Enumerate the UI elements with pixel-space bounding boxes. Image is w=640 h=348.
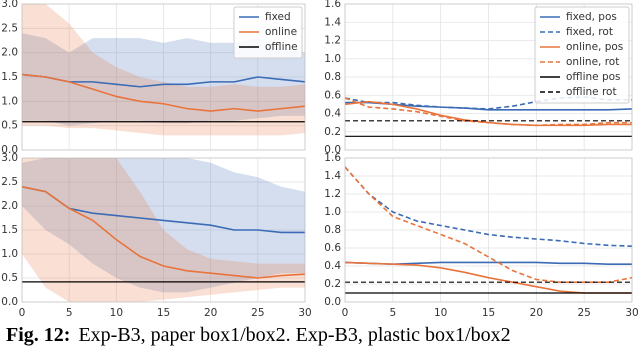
y-tick-label: 2.5	[1, 22, 18, 34]
y-tick-label: 0.8	[324, 224, 341, 236]
plot-frame	[21, 3, 306, 151]
plot-area	[345, 166, 632, 294]
y-tick-label: 0.0	[324, 144, 341, 156]
caption-text: Exp-B3, paper box1/box2. Exp-B3, plastic…	[78, 324, 510, 346]
y-tick-label: 1.0	[324, 53, 341, 65]
caption-label: Fig. 12:	[6, 324, 70, 346]
y-tick-label: 0.5	[1, 272, 18, 284]
y-tick-label: 3.0	[1, 0, 18, 10]
legend-label: online	[265, 26, 297, 38]
legend-label: fixed, rot	[566, 26, 613, 38]
x-tick-label: 5	[389, 307, 396, 319]
x-tick-label: 5	[66, 307, 73, 319]
y-tick-label: 3.0	[1, 152, 18, 164]
series-line	[22, 186, 305, 279]
x-tick-label: 10	[434, 307, 447, 319]
legend-box	[233, 6, 303, 59]
confidence-band	[22, 158, 305, 302]
x-tick-label: 15	[157, 307, 170, 319]
y-tick-label: 1.6	[324, 0, 341, 10]
y-tick-label: 1.4	[324, 16, 341, 28]
y-tick-label: 0.2	[324, 278, 341, 290]
y-tick-label: 0.0	[324, 296, 341, 308]
plot-area	[22, 158, 305, 302]
legend-box	[534, 6, 630, 104]
x-tick-label: 25	[251, 307, 264, 319]
x-tick-label: 0	[342, 307, 349, 319]
legend-label: fixed	[265, 11, 291, 23]
subplot: 0.0 0.5 1.0 1.5 2.0 2.5 3.0 fixed online offline	[1, 0, 306, 156]
y-tick-label: 1.2	[324, 35, 341, 47]
y-tick-label: 1.0	[324, 206, 341, 218]
legend: fixed, pos fixed, rot online, pos online, r…	[534, 6, 630, 104]
legend-label: fixed, pos	[566, 11, 617, 23]
series-line	[345, 97, 632, 127]
subplot: 0.0 0.2 0.4 0.6 0.8 1.0 1.2 1.4 1.6 0 5 10 15 20 25 30	[324, 152, 638, 319]
legend-label: offline rot	[566, 86, 617, 98]
y-tick-label: 0.5	[1, 120, 18, 132]
y-tick-label: 1.2	[324, 188, 341, 200]
y-tick-label: 0.6	[324, 242, 341, 254]
x-tick-label: 20	[204, 307, 217, 319]
y-tick-label: 1.0	[1, 248, 18, 260]
y-tick-label: 1.0	[1, 95, 18, 107]
subplot: 0.0 0.5 1.0 1.5 2.0 2.5 3.0 0 5 10 15 20 25 30	[1, 152, 311, 319]
plot-frame	[344, 3, 633, 151]
y-tick-label: 0.0	[1, 296, 18, 308]
x-tick-label: 30	[298, 307, 311, 319]
x-tick-label: 10	[110, 307, 123, 319]
legend: fixed online offline	[233, 6, 303, 59]
x-tick-label: 25	[577, 307, 590, 319]
y-tick-label: 1.4	[324, 170, 341, 182]
y-tick-label: 2.0	[1, 47, 18, 59]
x-tick-label: 15	[482, 307, 495, 319]
series-line	[345, 166, 632, 247]
caption: Fig. 12: Exp-B3, paper box1/box2. Exp-B3,…	[6, 324, 511, 346]
plot-frame	[344, 157, 633, 303]
y-tick-label: 0.4	[324, 260, 341, 272]
x-tick-label: 30	[625, 307, 638, 319]
series-line	[345, 166, 632, 283]
y-tick-label: 0.8	[324, 71, 341, 83]
y-tick-label: 0.0	[1, 144, 18, 156]
x-tick-label: 0	[19, 307, 26, 319]
legend-label: offline pos	[566, 71, 621, 83]
series-line	[22, 73, 305, 112]
legend-label: offline	[265, 41, 298, 53]
y-tick-label: 0.6	[324, 89, 341, 101]
confidence-band	[22, 4, 305, 136]
y-tick-label: 0.2	[324, 126, 341, 138]
y-tick-label: 0.4	[324, 108, 341, 120]
y-tick-label: 1.5	[1, 224, 18, 236]
y-tick-label: 1.6	[324, 152, 341, 164]
y-tick-label: 1.5	[1, 71, 18, 83]
plot-frame	[21, 157, 306, 303]
legend-label: online, rot	[566, 56, 619, 68]
confidence-band	[22, 158, 305, 293]
x-tick-label: 20	[530, 307, 543, 319]
y-tick-label: 2.0	[1, 200, 18, 212]
legend-label: online, pos	[566, 41, 623, 53]
y-tick-label: 2.5	[1, 176, 18, 188]
